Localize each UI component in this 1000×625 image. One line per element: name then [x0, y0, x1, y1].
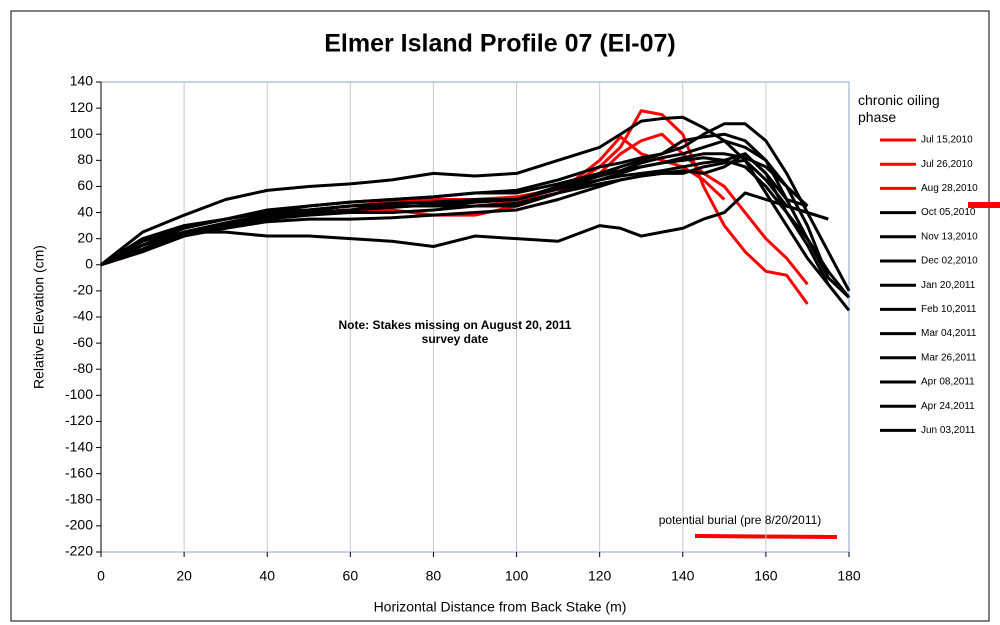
legend-label: Jul 15,2010: [921, 135, 973, 146]
y-tick-label: -200: [65, 517, 93, 533]
frame: [10, 10, 990, 622]
x-axis-label: Horizontal Distance from Back Stake (m): [374, 599, 627, 615]
series-line: [100, 122, 851, 292]
legend-label: Oct 05,2010: [921, 207, 976, 218]
x-tick-label: 100: [505, 568, 529, 584]
y-tick-label: 80: [77, 151, 93, 167]
y-tick-label: -60: [73, 334, 93, 350]
legend-label: Apr 08,2011: [921, 377, 975, 388]
y-tick-label: -20: [73, 282, 93, 298]
legend-label: Jun 03,2011: [921, 425, 976, 436]
y-tick-label: -120: [65, 412, 93, 428]
x-tick-label: 0: [97, 568, 105, 584]
legend-label: Apr 24,2011: [921, 401, 975, 412]
series-line: [100, 156, 830, 279]
legend-label: Nov 13,2010: [921, 231, 978, 242]
x-tick-label: 140: [671, 568, 695, 584]
y-tick-label: 120: [70, 99, 94, 115]
legend-label: Jul 26,2010: [921, 159, 973, 170]
series-line: [100, 191, 829, 267]
legend-label: Mar 04,2011: [921, 328, 977, 339]
legend-title: chronic oiling phase: [858, 92, 940, 125]
y-tick-label: 140: [70, 73, 94, 89]
y-tick-label: 60: [77, 177, 93, 193]
y-tick-label: -80: [73, 360, 93, 376]
y-tick-label: 0: [85, 255, 93, 271]
y-tick-label: -100: [65, 386, 93, 402]
x-tick-label: 80: [426, 568, 442, 584]
burial-note: potential burial (pre 8/20/2011): [658, 513, 822, 527]
x-tick-label: 60: [343, 568, 359, 584]
y-tick-label: -40: [73, 308, 93, 324]
y-axis-label: Relative Elevation (cm): [31, 245, 47, 389]
x-tick-label: 20: [176, 568, 192, 584]
legend-label: Dec 02,2010: [921, 256, 978, 267]
x-tick-label: 160: [754, 568, 778, 584]
y-tick-label: -160: [65, 464, 93, 480]
y-tick-label: 20: [77, 229, 93, 245]
series-line: [100, 152, 830, 286]
series-line: [100, 115, 851, 312]
x-tick-label: 120: [588, 568, 612, 584]
legend-label: Mar 26,2011: [921, 352, 977, 363]
y-tick-label: 100: [70, 125, 94, 141]
legend-label: Jan 20,2011: [921, 280, 976, 291]
y-tick-label: -180: [65, 490, 93, 506]
y-tick-label: -140: [65, 438, 93, 454]
legend-label: Aug 28,2010: [921, 183, 978, 194]
y-tick-label: 40: [77, 203, 93, 219]
note: Note: Stakes missing on August 20, 2011 …: [338, 318, 572, 346]
chart-title: Elmer Island Profile 07 (EI-07): [324, 30, 676, 58]
x-tick-label: 180: [837, 568, 861, 584]
y-tick-label: -220: [65, 543, 93, 559]
x-tick-label: 40: [259, 568, 275, 584]
series-line: [100, 152, 808, 267]
legend-label: Feb 10,2011: [921, 304, 977, 315]
